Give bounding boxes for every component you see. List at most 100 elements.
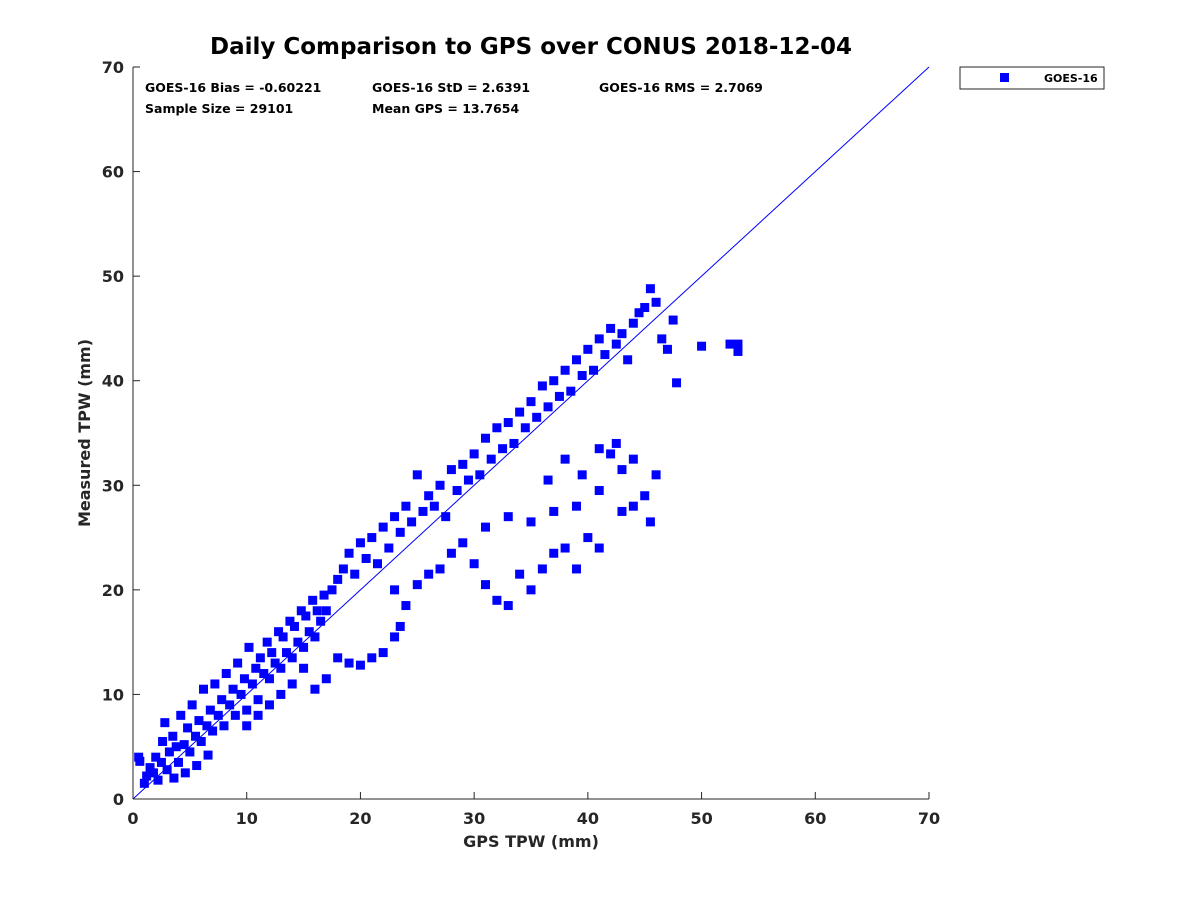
data-point <box>176 710 186 720</box>
data-point <box>259 669 269 679</box>
data-point <box>158 736 168 746</box>
data-point <box>458 538 468 548</box>
data-point <box>481 433 491 443</box>
data-point <box>171 742 181 752</box>
data-point <box>185 747 195 757</box>
x-tick-label: 10 <box>236 809 258 828</box>
one-to-one-line <box>132 66 930 800</box>
data-point <box>526 585 536 595</box>
legend-label: GOES-16 <box>1044 72 1098 85</box>
data-point <box>390 632 400 642</box>
data-point <box>194 716 204 726</box>
data-point <box>205 705 215 715</box>
data-point <box>236 689 246 699</box>
data-point <box>247 679 257 689</box>
data-point <box>293 637 303 647</box>
data-point <box>577 470 587 480</box>
data-point <box>628 318 638 328</box>
data-point <box>253 710 263 720</box>
data-point <box>469 449 479 459</box>
data-point <box>600 350 610 360</box>
data-point <box>199 684 209 694</box>
stat-std: GOES-16 StD = 2.6391 <box>372 80 530 95</box>
data-point <box>255 653 265 663</box>
data-point <box>543 402 553 412</box>
data-point <box>571 564 581 574</box>
data-point <box>264 700 274 710</box>
data-point <box>554 391 564 401</box>
data-point <box>407 517 417 527</box>
data-point <box>239 674 249 684</box>
data-point <box>560 454 570 464</box>
data-points <box>134 284 743 788</box>
data-point <box>191 731 201 741</box>
data-point <box>253 695 263 705</box>
data-point <box>606 323 616 333</box>
data-point <box>274 627 284 637</box>
data-point <box>135 756 145 766</box>
data-point <box>287 653 297 663</box>
data-point <box>282 648 292 658</box>
data-point <box>435 480 445 490</box>
y-tick-label: 60 <box>102 163 124 182</box>
data-point <box>492 423 502 433</box>
data-point <box>267 648 277 658</box>
data-point <box>276 689 286 699</box>
data-point <box>583 533 593 543</box>
data-point <box>344 658 354 668</box>
data-point <box>264 674 274 684</box>
data-point <box>378 522 388 532</box>
data-point <box>412 470 422 480</box>
data-point <box>441 512 451 522</box>
data-point <box>606 449 616 459</box>
data-point <box>344 548 354 558</box>
data-point <box>210 679 220 689</box>
data-point <box>151 752 161 762</box>
data-point <box>213 710 223 720</box>
data-point <box>301 611 311 621</box>
data-point <box>355 660 365 670</box>
data-point <box>148 768 158 778</box>
statistics-annotations: GOES-16 Bias = -0.60221 GOES-16 StD = 2.… <box>145 80 763 116</box>
data-point <box>208 726 218 736</box>
stat-mean-gps: Mean GPS = 13.7654 <box>372 101 519 116</box>
data-point <box>668 315 678 325</box>
data-point <box>537 564 547 574</box>
data-point <box>338 564 348 574</box>
x-axis-label: GPS TPW (mm) <box>463 832 599 851</box>
data-point <box>270 658 280 668</box>
data-point <box>412 580 422 590</box>
y-tick-label: 70 <box>102 58 124 77</box>
data-point <box>520 423 530 433</box>
data-point <box>662 344 672 354</box>
data-point <box>640 491 650 501</box>
data-point <box>549 548 559 558</box>
data-point <box>617 506 627 516</box>
plot-area <box>132 67 929 800</box>
data-point <box>458 459 468 469</box>
data-point <box>651 470 661 480</box>
data-point <box>276 663 286 673</box>
data-point <box>503 601 513 611</box>
data-point <box>628 501 638 511</box>
data-point <box>153 775 163 785</box>
data-point <box>390 512 400 522</box>
data-point <box>142 771 152 781</box>
x-ticks: 0 10 20 30 40 50 60 70 <box>127 792 940 828</box>
data-point <box>645 517 655 527</box>
data-point <box>162 765 172 775</box>
data-point <box>367 653 377 663</box>
data-point <box>645 284 655 294</box>
data-point <box>515 407 525 417</box>
data-point <box>173 757 183 767</box>
data-point <box>169 773 179 783</box>
data-point <box>196 736 206 746</box>
data-point <box>611 438 621 448</box>
data-point <box>424 569 434 579</box>
data-point <box>180 768 190 778</box>
stat-sample-size: Sample Size = 29101 <box>145 101 293 116</box>
data-point <box>560 365 570 375</box>
y-ticks: 0 10 20 30 40 50 60 70 <box>102 58 140 809</box>
data-point <box>225 700 235 710</box>
y-tick-label: 50 <box>102 267 124 286</box>
